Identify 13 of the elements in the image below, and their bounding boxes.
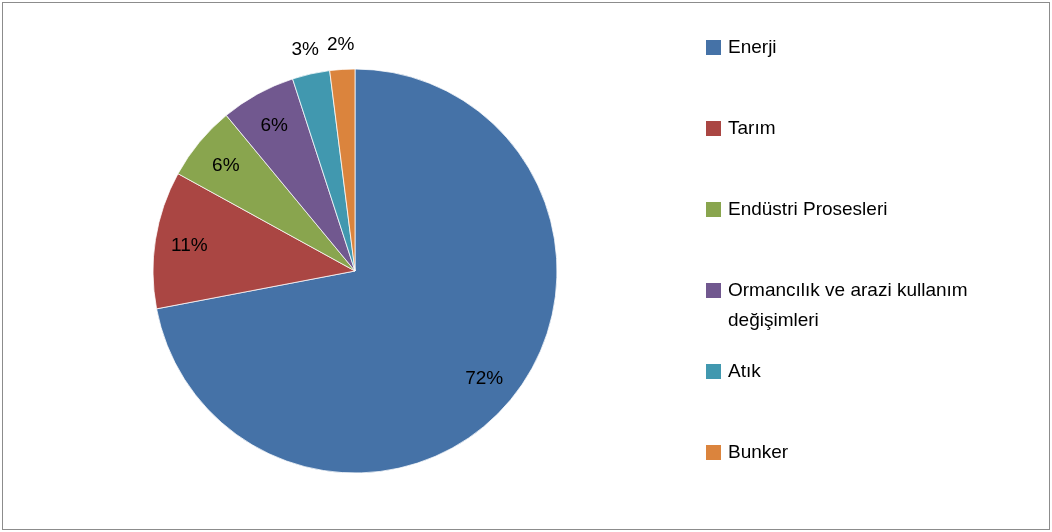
data-label: 3% [291, 37, 320, 59]
legend-label: Ormancılık ve arazi kullanım değişimleri [728, 278, 969, 332]
legend-label: Atık [728, 359, 762, 383]
legend-label: Endüstri Prosesleri [728, 197, 889, 221]
data-label: 6% [260, 113, 289, 135]
legend-label: Enerji [728, 35, 778, 59]
legend-label: Bunker [728, 440, 790, 464]
pie-slice [156, 68, 558, 474]
data-label: 11% [171, 234, 208, 256]
legend-label: Tarım [728, 116, 777, 140]
data-label: 6% [212, 153, 240, 175]
data-label: 2% [326, 32, 355, 54]
data-label: 72% [465, 367, 504, 389]
